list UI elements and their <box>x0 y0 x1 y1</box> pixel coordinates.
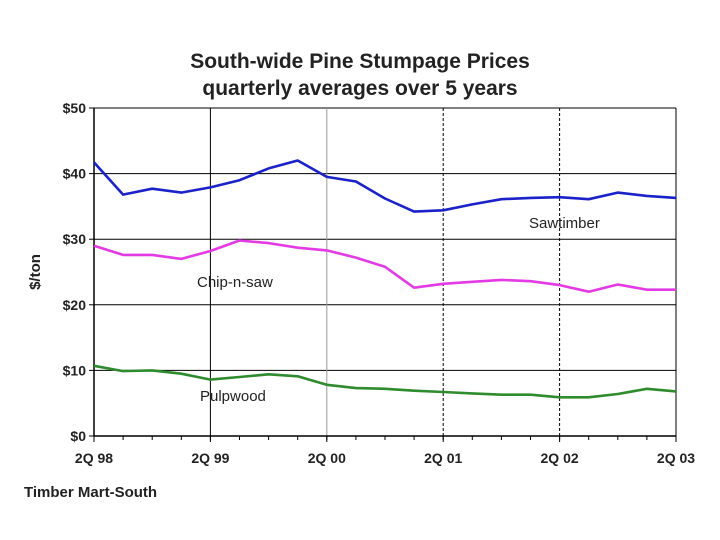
y-tick-label: $20 <box>63 297 87 313</box>
chart-title: South-wide Pine Stumpage Prices <box>190 50 530 73</box>
series-annotation: Pulpwood <box>200 388 266 405</box>
y-tick-label: $0 <box>70 428 86 444</box>
x-tick-label: 2Q 01 <box>424 450 462 466</box>
y-tick-label: $40 <box>63 166 87 182</box>
series-line-pulpwood <box>93 364 677 399</box>
x-tick-label: 2Q 00 <box>308 450 346 466</box>
x-tick-label: 2Q 02 <box>541 450 579 466</box>
series-annotation: Sawtimber <box>529 215 600 232</box>
x-tick-label: 2Q 99 <box>191 450 229 466</box>
y-tick-label: $50 <box>63 100 87 116</box>
y-tick-label: $10 <box>63 362 87 378</box>
chart-subtitle: quarterly averages over 5 years <box>202 77 518 100</box>
y-tick-label: $30 <box>63 231 87 247</box>
x-tick-label: 2Q 03 <box>657 450 695 466</box>
series-line-sawtimber <box>93 159 677 213</box>
series-annotation: Chip-n-saw <box>197 274 273 291</box>
y-axis-label: $/ton <box>27 254 44 290</box>
x-tick-label: 2Q 98 <box>75 450 113 466</box>
series-line-chip-n-saw <box>93 239 676 293</box>
source-credit: Timber Mart-South <box>24 484 158 501</box>
